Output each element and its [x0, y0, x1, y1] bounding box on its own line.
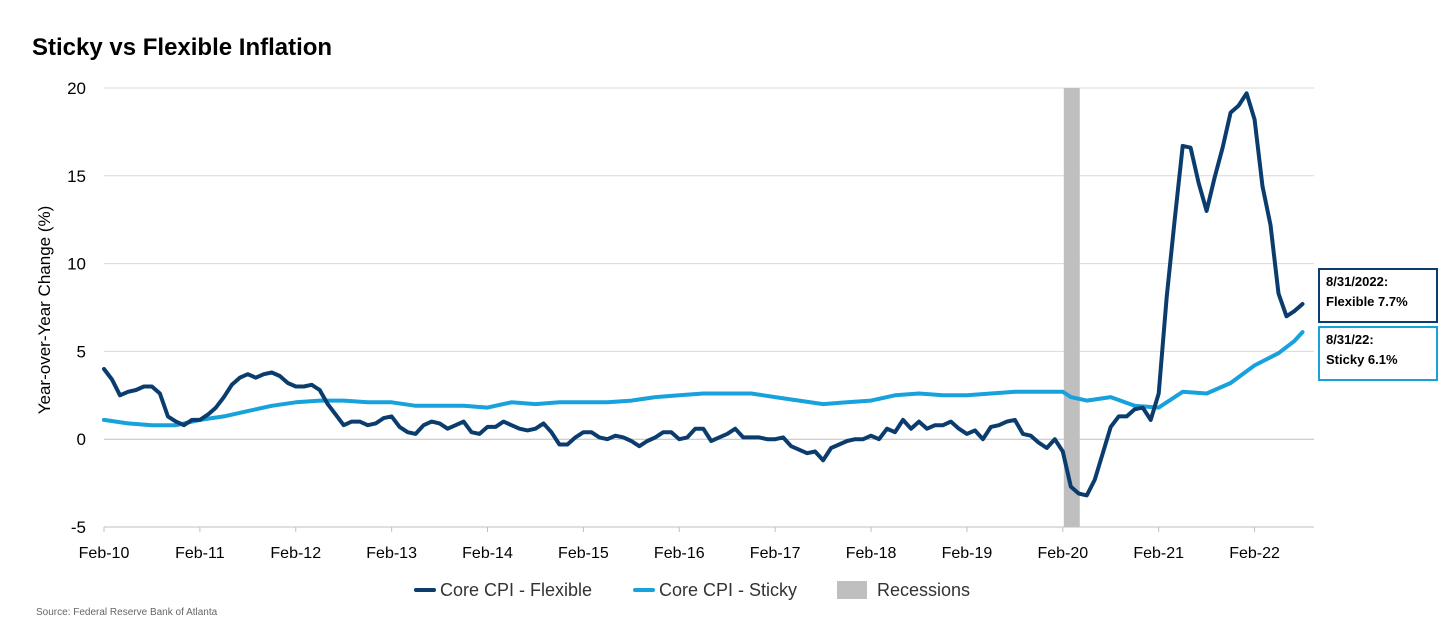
- x-tick-label: Feb-19: [942, 545, 993, 562]
- legend-swatch-recession: [837, 581, 867, 599]
- page-title: Sticky vs Flexible Inflation: [32, 34, 333, 61]
- y-tick-label: 5: [77, 342, 86, 361]
- y-tick-label: 0: [77, 430, 86, 449]
- sticky-line: [102, 330, 1305, 428]
- y-tick-label: 15: [67, 167, 86, 186]
- x-tick-label: Feb-10: [79, 545, 130, 562]
- legend-swatch-flexible: [414, 588, 436, 592]
- flexible-callout: 8/31/2022: Flexible 7.7%: [1318, 268, 1438, 323]
- x-tick-label: Feb-14: [462, 545, 513, 562]
- legend-label-flexible: Core CPI - Flexible: [440, 579, 593, 600]
- flexible-callout-value: Flexible 7.7%: [1326, 294, 1408, 309]
- sticky-callout-value: Sticky 6.1%: [1326, 352, 1398, 367]
- legend-label-sticky: Core CPI - Sticky: [659, 579, 798, 600]
- flexible-callout-date: 8/31/2022:: [1326, 274, 1389, 289]
- axes: -5 0 5 10 15 20 Feb-10 Feb-11 Feb-12 Feb-13 Feb-14…: [67, 79, 1314, 562]
- x-tick-label: Feb-22: [1229, 545, 1280, 562]
- y-tick-label: 20: [67, 79, 86, 98]
- x-tick-label: Feb-13: [366, 545, 417, 562]
- x-tick-label: Feb-11: [175, 545, 225, 562]
- recession-bands: [1063, 88, 1080, 527]
- legend-item-recession: Recessions: [837, 578, 970, 602]
- y-tick-label: -5: [71, 518, 86, 537]
- y-axis-label: Year-over-Year Change (%): [35, 206, 54, 415]
- legend-swatch-sticky: [633, 588, 655, 592]
- x-tick-label: Feb-16: [654, 545, 705, 562]
- x-tick-label: Feb-15: [558, 545, 609, 562]
- legend-item-flexible: Core CPI - Flexible: [414, 578, 592, 602]
- grid-lines: [104, 87, 1314, 528]
- sticky-callout: 8/31/22: Sticky 6.1%: [1318, 326, 1438, 381]
- x-tick-label: Feb-12: [270, 545, 321, 562]
- flexible-line: [102, 91, 1305, 498]
- x-tick-label: Feb-18: [846, 545, 897, 562]
- x-tick-label: Feb-20: [1037, 545, 1088, 562]
- y-tick-label: 10: [67, 255, 86, 274]
- x-tick-label: Feb-21: [1133, 545, 1184, 562]
- x-tick-label: Feb-17: [750, 545, 801, 562]
- source-note: Source: Federal Reserve Bank of Atlanta: [36, 607, 218, 618]
- recession-band: [1063, 88, 1080, 527]
- series-lines: [102, 91, 1305, 498]
- legend-label-recession: Recessions: [877, 579, 971, 600]
- legend-item-sticky: Core CPI - Sticky: [633, 578, 797, 602]
- sticky-callout-date: 8/31/22:: [1326, 332, 1374, 347]
